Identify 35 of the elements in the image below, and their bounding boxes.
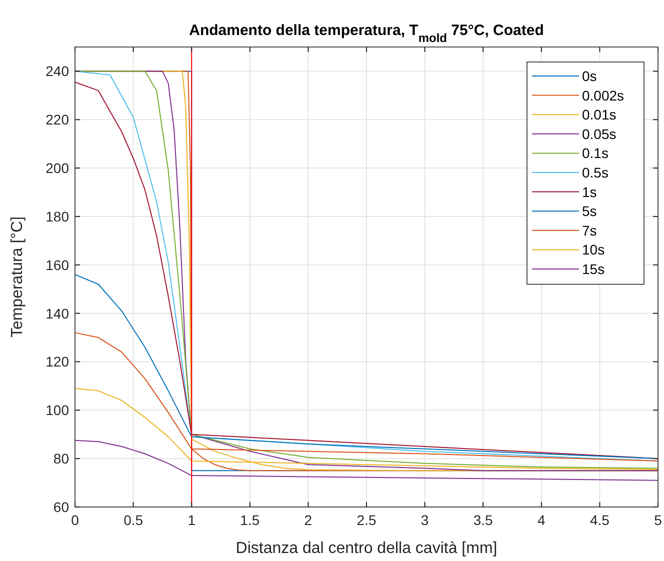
x-tick-label: 2.5 (356, 512, 376, 528)
x-tick-label: 0 (71, 512, 80, 528)
legend-label: 0.01s (582, 106, 616, 123)
y-tick-label: 220 (46, 112, 70, 128)
y-tick-label: 160 (46, 256, 70, 273)
y-tick-label: 80 (53, 450, 70, 467)
y-tick-label: 240 (46, 63, 70, 80)
legend-label: 0.002s (582, 87, 624, 104)
x-tick-label: 4 (538, 512, 546, 528)
x-tick-label: 4.5 (590, 512, 610, 528)
legend-label: 10s (582, 242, 605, 258)
y-tick-label: 100 (46, 402, 70, 418)
x-tick-label: 3 (420, 512, 429, 528)
x-tick-label: 5 (654, 512, 662, 528)
y-tick-label: 140 (46, 305, 70, 322)
y-tick-label: 200 (46, 160, 70, 176)
legend-label: 0.1s (582, 145, 608, 162)
x-tick-label: 1 (188, 512, 196, 528)
legend-label: 1s (582, 184, 597, 200)
x-tick-label: 1.5 (240, 512, 260, 528)
legend-label: 15s (582, 261, 605, 277)
y-tick-label: 60 (53, 499, 70, 515)
x-tick-label: 2 (304, 512, 312, 528)
y-tick-label: 120 (46, 354, 70, 370)
legend-label: 7s (582, 222, 597, 238)
x-tick-label: 0.5 (124, 512, 144, 528)
x-axis-title: Distanza dal centro della cavità [mm] (236, 540, 498, 557)
legend-label: 0.5s (582, 164, 608, 180)
x-tick-label: 3.5 (473, 512, 494, 528)
legend-label: 0s (582, 68, 597, 84)
y-tick-label: 180 (46, 208, 70, 224)
legend-label: 0.05s (582, 126, 616, 142)
chart-title: Andamento della temperatura, T$_{mold}$ 75°C, Coated (189, 22, 544, 45)
legend-label: 5s (582, 203, 597, 220)
y-axis-title: Temperatura [°C] (9, 216, 26, 338)
